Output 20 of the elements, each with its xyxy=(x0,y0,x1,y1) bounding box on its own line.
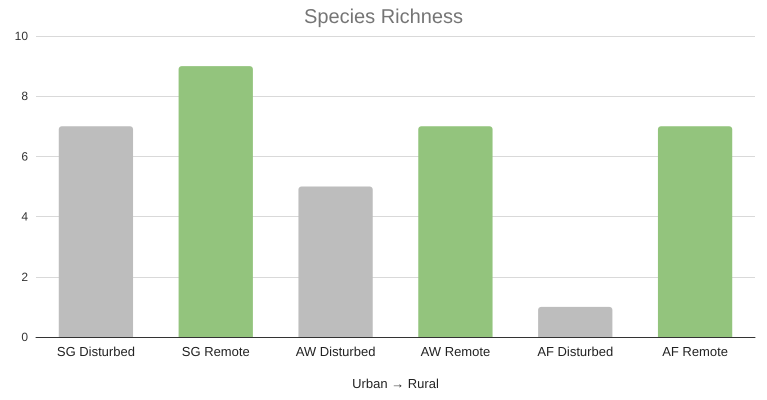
x-tick-label: SG Remote xyxy=(182,344,250,359)
bar xyxy=(178,66,253,337)
bar xyxy=(658,126,732,337)
x-tick-label: AF Remote xyxy=(662,344,728,359)
x-tick-label: SG Disturbed xyxy=(56,344,135,359)
x-tick-label: AF Disturbed xyxy=(537,344,614,359)
chart-title: Species Richness xyxy=(304,6,463,28)
y-tick-label: 8 xyxy=(21,89,28,104)
x-axis-title: Urban → Rural xyxy=(352,376,439,391)
y-tick-label: 0 xyxy=(21,330,28,344)
bar xyxy=(538,306,612,337)
x-tick-label: AW Remote xyxy=(420,344,490,359)
bar xyxy=(298,186,373,337)
bar xyxy=(418,126,493,337)
y-tick-label: 6 xyxy=(21,149,28,164)
y-tick-label: 10 xyxy=(14,29,28,43)
x-tick-label: AW Disturbed xyxy=(296,344,376,359)
y-tick-label: 4 xyxy=(21,210,28,224)
bar xyxy=(58,126,134,337)
y-tick-label: 2 xyxy=(21,270,28,284)
